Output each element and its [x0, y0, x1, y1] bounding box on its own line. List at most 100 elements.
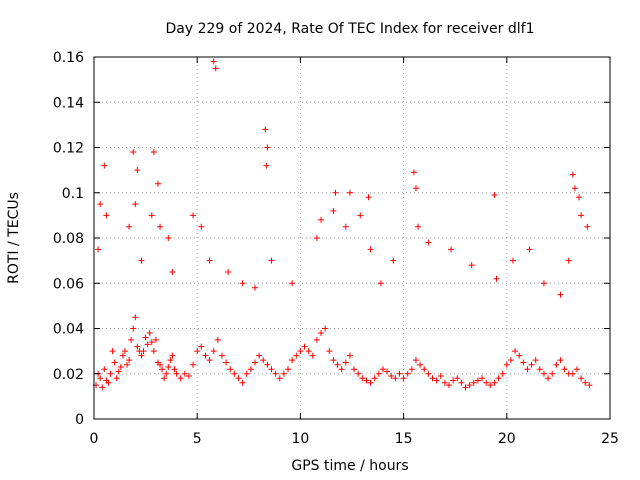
data-point	[126, 223, 133, 230]
data-point	[138, 257, 145, 264]
data-point	[363, 377, 370, 384]
data-point	[157, 361, 164, 368]
data-point	[268, 366, 275, 373]
data-point	[375, 370, 382, 377]
data-point	[231, 370, 238, 377]
data-point	[415, 223, 422, 230]
x-tick-label: 25	[601, 431, 619, 447]
data-point	[101, 162, 108, 169]
data-point	[130, 325, 137, 332]
data-point	[256, 352, 263, 359]
data-point	[584, 223, 591, 230]
x-tick-label: 15	[395, 431, 413, 447]
data-point	[318, 216, 325, 223]
data-point	[132, 201, 139, 208]
data-point	[388, 373, 395, 380]
data-point	[128, 336, 135, 343]
data-point	[540, 280, 547, 287]
data-point	[251, 359, 258, 366]
y-tick-label: 0.14	[53, 95, 84, 111]
data-point	[210, 58, 217, 65]
data-point	[342, 359, 349, 366]
data-point	[163, 370, 170, 377]
data-point	[503, 361, 510, 368]
data-point	[549, 370, 556, 377]
data-point	[105, 379, 112, 386]
data-point	[138, 352, 145, 359]
data-point	[225, 268, 232, 275]
data-point	[561, 366, 568, 373]
data-point	[262, 126, 269, 133]
data-point	[154, 180, 161, 187]
x-axis-label: GPS time / hours	[291, 458, 408, 474]
data-point	[367, 379, 374, 386]
data-point	[462, 384, 469, 391]
data-point	[130, 149, 137, 156]
data-point	[553, 361, 560, 368]
data-point	[433, 377, 440, 384]
data-point	[194, 348, 201, 355]
y-tick-label: 0.1	[62, 186, 84, 202]
data-point	[557, 357, 564, 364]
data-point	[212, 65, 219, 72]
data-point	[330, 207, 337, 214]
data-point	[157, 223, 164, 230]
data-point	[313, 235, 320, 241]
data-point	[334, 361, 341, 368]
data-point	[400, 375, 407, 382]
data-point	[417, 361, 424, 368]
data-point	[483, 379, 490, 386]
data-point	[243, 370, 250, 377]
data-point	[557, 291, 564, 298]
data-point	[152, 336, 159, 343]
data-point	[441, 379, 448, 386]
data-point	[198, 223, 205, 230]
data-point	[146, 330, 153, 337]
data-point	[289, 280, 296, 287]
data-point	[148, 212, 155, 219]
data-point	[223, 359, 230, 366]
data-point	[206, 257, 213, 264]
data-point	[289, 357, 296, 364]
data-point	[107, 370, 114, 377]
data-point	[576, 194, 583, 201]
data-point	[408, 366, 415, 373]
data-point	[134, 167, 141, 174]
data-point	[309, 352, 316, 359]
data-point	[150, 149, 157, 156]
data-point	[495, 375, 502, 382]
data-point	[190, 212, 197, 219]
data-point	[247, 366, 254, 373]
data-point	[99, 384, 106, 391]
data-point	[97, 375, 104, 382]
data-point	[313, 336, 320, 343]
data-point	[351, 366, 358, 373]
grid-lines	[94, 57, 610, 419]
data-point	[117, 363, 124, 370]
data-point	[487, 382, 494, 389]
data-point	[569, 370, 576, 377]
data-point	[379, 366, 386, 373]
data-point	[437, 373, 444, 380]
data-point	[167, 357, 174, 364]
data-point	[499, 370, 506, 377]
y-tick-label: 0.02	[53, 367, 84, 383]
data-point	[293, 352, 300, 359]
data-point	[450, 377, 457, 384]
data-point	[512, 348, 519, 355]
data-point	[355, 370, 362, 377]
data-point	[429, 375, 436, 382]
data-point	[171, 366, 178, 373]
data-point	[367, 246, 374, 253]
data-point	[582, 379, 589, 386]
y-tick-label: 0.08	[53, 231, 84, 247]
data-point	[468, 262, 475, 269]
data-point	[206, 357, 213, 364]
data-point	[115, 368, 122, 375]
data-point	[124, 361, 131, 368]
data-point	[448, 246, 455, 253]
data-point	[458, 379, 465, 386]
data-point	[202, 352, 209, 359]
data-point	[565, 257, 572, 264]
data-point	[491, 192, 498, 199]
